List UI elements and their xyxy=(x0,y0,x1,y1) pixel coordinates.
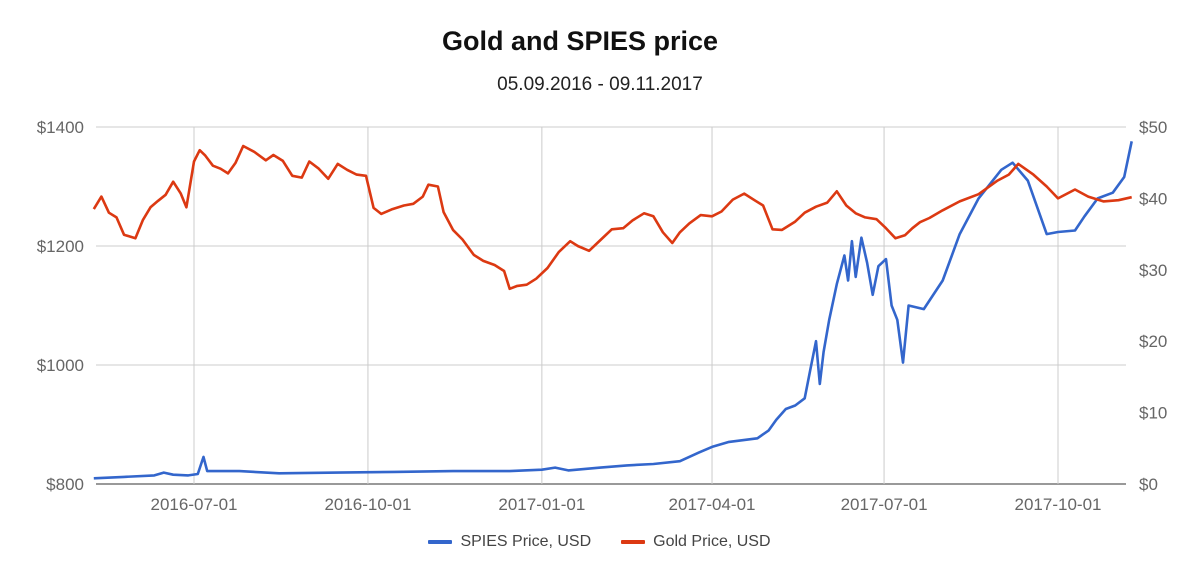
y-left-tick-label: $1200 xyxy=(37,237,84,256)
grid-lines xyxy=(96,126,1126,485)
x-tick-label: 2016-10-01 xyxy=(324,495,411,514)
series-line-spies xyxy=(93,141,1133,480)
x-tick-label: 2017-10-01 xyxy=(1015,495,1102,514)
x-tick-label: 2016-07-01 xyxy=(151,495,238,514)
y-left-tick-label: $1000 xyxy=(37,356,84,375)
legend-swatch-spies xyxy=(428,540,453,544)
x-tick-label: 2017-01-01 xyxy=(498,495,585,514)
y-right-tick-label: $20 xyxy=(1139,332,1167,351)
y-left-tick-label: $1400 xyxy=(37,118,84,137)
legend-label-gold: Gold Price, USD xyxy=(653,533,771,550)
legend-swatch-gold xyxy=(621,540,646,544)
legend: SPIES Price, USD Gold Price, USD xyxy=(0,533,1199,551)
legend-label-spies: SPIES Price, USD xyxy=(460,533,592,550)
y-left-tick-label: $800 xyxy=(46,475,84,494)
x-tick-label: 2017-04-01 xyxy=(669,495,756,514)
legend-item-gold: Gold Price, USD xyxy=(621,533,771,551)
y-right-tick-label: $0 xyxy=(1139,475,1158,494)
legend-item-spies: SPIES Price, USD xyxy=(428,533,591,551)
y-right-tick-label: $10 xyxy=(1139,404,1167,423)
chart-title: Gold and SPIES price xyxy=(441,26,719,56)
series-lines xyxy=(92,141,1133,480)
series-line-gold xyxy=(92,144,1132,291)
y-right-tick-label: $40 xyxy=(1139,189,1167,208)
y-right-tick-label: $50 xyxy=(1139,118,1167,137)
x-tick-label: 2017-07-01 xyxy=(841,495,928,514)
chart-subtitle: 05.09.2016 - 09.11.2017 xyxy=(497,74,703,95)
axis-ticks: $800 $1000 $1200 $1400 $0 $10 $20 $30 $40 $50 2016… xyxy=(37,118,1168,514)
y-right-tick-label: $30 xyxy=(1139,261,1167,280)
